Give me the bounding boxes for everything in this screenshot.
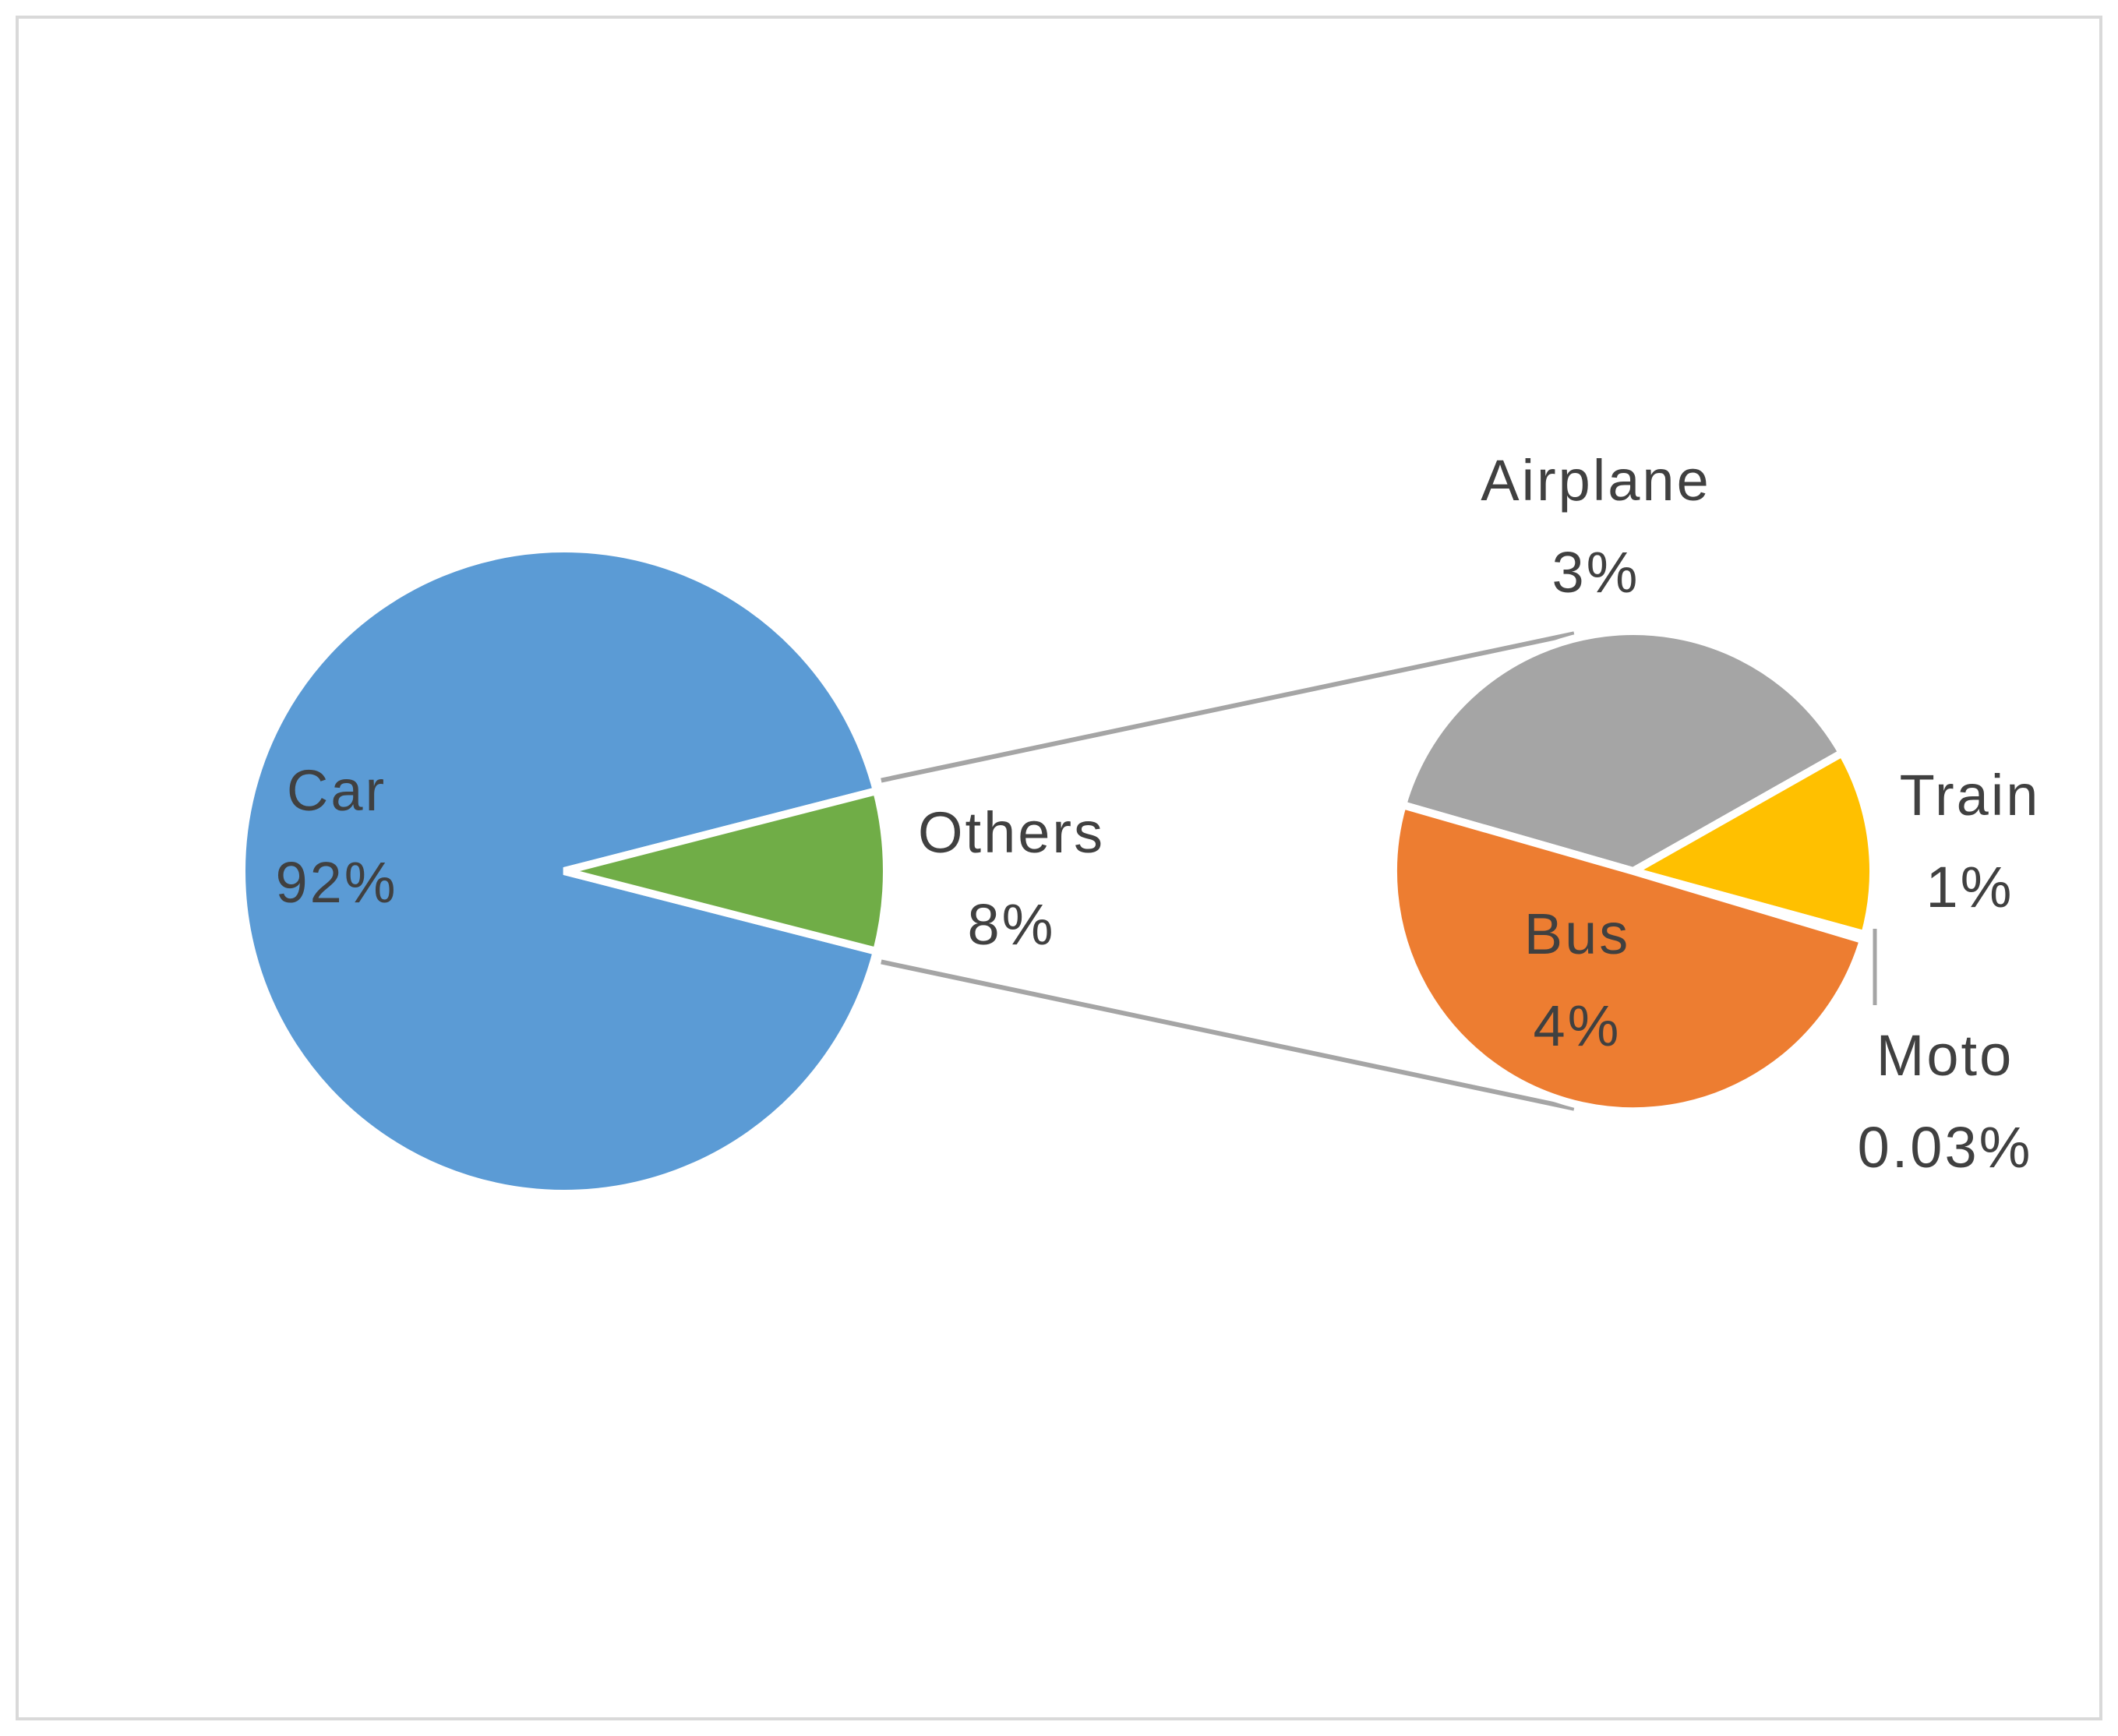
label-airplane-value: 3%	[1552, 540, 1640, 605]
label-moto-value: 0.03%	[1858, 1115, 2033, 1180]
connector-lines	[881, 631, 1575, 1111]
secondary-pie	[1389, 627, 1877, 1116]
label-others-name: Others	[918, 800, 1105, 865]
connector-bottom	[881, 959, 1575, 1111]
label-moto-name: Moto	[1876, 1023, 2014, 1088]
label-others-value: 8%	[968, 892, 1056, 957]
label-bus-name: Bus	[1524, 902, 1631, 966]
label-airplane-name: Airplane	[1481, 448, 1711, 513]
label-train-name: Train	[1900, 763, 2041, 827]
slice-bus	[1389, 799, 1869, 1116]
slice-car	[237, 545, 882, 1198]
label-train-value: 1%	[1926, 855, 2014, 919]
label-car-name: Car	[287, 758, 387, 823]
label-bus-value: 4%	[1534, 993, 1622, 1058]
main-pie	[237, 545, 891, 1198]
connector-top	[881, 631, 1575, 783]
slice-others	[563, 785, 891, 957]
slice-train	[1622, 747, 1877, 940]
label-car-value: 92%	[275, 850, 397, 915]
